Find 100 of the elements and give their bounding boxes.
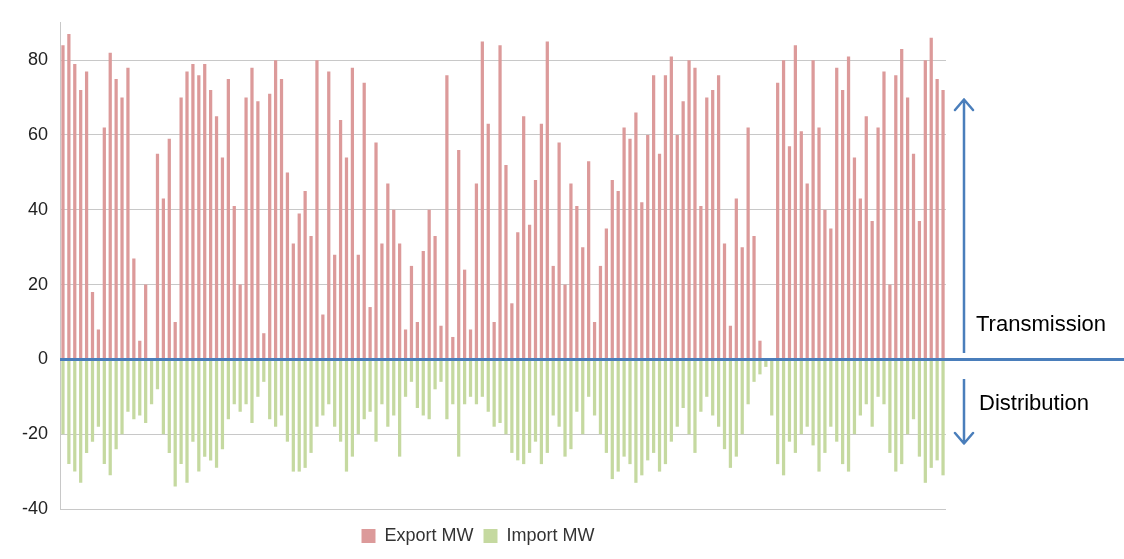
- bar: [539, 123, 544, 359]
- bar: [386, 359, 390, 427]
- bar: [734, 359, 738, 457]
- bar: [628, 138, 632, 359]
- y-tick-label: 40: [27, 198, 49, 219]
- bar: [90, 359, 95, 442]
- bar: [333, 254, 337, 359]
- bar: [823, 359, 827, 453]
- bar: [392, 359, 396, 416]
- bar: [545, 41, 549, 359]
- bar: [917, 359, 922, 457]
- bar: [504, 164, 508, 359]
- bar: [344, 157, 349, 359]
- bar: [232, 359, 236, 405]
- bar: [640, 202, 644, 359]
- bar: [811, 60, 815, 359]
- bar: [616, 191, 620, 359]
- bar: [911, 153, 916, 359]
- bar: [510, 359, 514, 453]
- bar: [722, 359, 727, 450]
- bar: [462, 359, 467, 405]
- bar: [327, 359, 331, 405]
- bar: [711, 359, 715, 416]
- bar: [79, 359, 83, 483]
- bar: [533, 179, 538, 359]
- bar: [90, 292, 95, 359]
- bar: [108, 52, 112, 359]
- bar: [79, 90, 83, 359]
- bar: [935, 78, 939, 359]
- bar: [398, 243, 402, 359]
- bar: [935, 359, 939, 461]
- bar: [799, 359, 803, 435]
- bar: [652, 75, 656, 359]
- bar: [238, 359, 242, 412]
- bar: [220, 157, 225, 359]
- bar: [504, 359, 508, 435]
- bar: [616, 359, 620, 472]
- bar: [841, 359, 845, 465]
- bar: [197, 359, 201, 472]
- bar: [96, 329, 101, 359]
- bar: [551, 265, 555, 359]
- bar: [858, 198, 862, 359]
- bar: [575, 206, 579, 359]
- bar: [516, 359, 520, 461]
- bar: [350, 67, 355, 359]
- bar: [522, 359, 526, 465]
- bar: [368, 359, 372, 412]
- bar: [805, 183, 809, 359]
- bar: [256, 359, 260, 397]
- bar: [711, 90, 715, 359]
- bar: [238, 284, 242, 359]
- bar: [161, 359, 166, 435]
- bar: [652, 359, 656, 453]
- bar: [244, 97, 248, 359]
- bar: [569, 183, 573, 359]
- y-tick-label: -40: [22, 497, 49, 518]
- bar: [498, 359, 502, 423]
- bar: [380, 243, 384, 359]
- bar: [445, 75, 449, 359]
- bar: [114, 78, 118, 359]
- bar: [740, 359, 744, 435]
- bar: [592, 359, 597, 416]
- bar: [510, 303, 514, 359]
- bar: [557, 142, 561, 359]
- bar: [214, 359, 219, 468]
- bar: [598, 265, 603, 359]
- bar: [291, 359, 295, 472]
- bar: [835, 359, 839, 442]
- bar: [882, 359, 886, 405]
- bar: [486, 359, 490, 412]
- bar: [457, 359, 461, 457]
- bar: [516, 232, 520, 359]
- bar: [409, 265, 414, 359]
- bar: [545, 359, 549, 453]
- bar: [923, 359, 927, 483]
- bar: [144, 359, 148, 423]
- bar: [315, 60, 319, 359]
- bar: [740, 247, 744, 359]
- bar: [256, 101, 260, 359]
- bar: [161, 198, 166, 359]
- bar: [781, 60, 786, 359]
- bar: [563, 284, 567, 359]
- bar: [728, 359, 733, 468]
- bar: [132, 359, 136, 420]
- bar: [675, 359, 679, 427]
- bar: [929, 37, 933, 359]
- bar: [604, 228, 608, 359]
- bar: [722, 243, 727, 359]
- bar: [273, 359, 278, 427]
- bar: [610, 179, 614, 359]
- bar: [84, 71, 89, 359]
- bar: [598, 359, 603, 435]
- bar: [321, 359, 325, 416]
- bar: [835, 67, 839, 359]
- bar: [344, 359, 349, 472]
- bar: [569, 359, 573, 450]
- bar: [634, 112, 638, 359]
- bar: [167, 138, 171, 359]
- bar: [126, 67, 130, 359]
- bar: [374, 142, 378, 359]
